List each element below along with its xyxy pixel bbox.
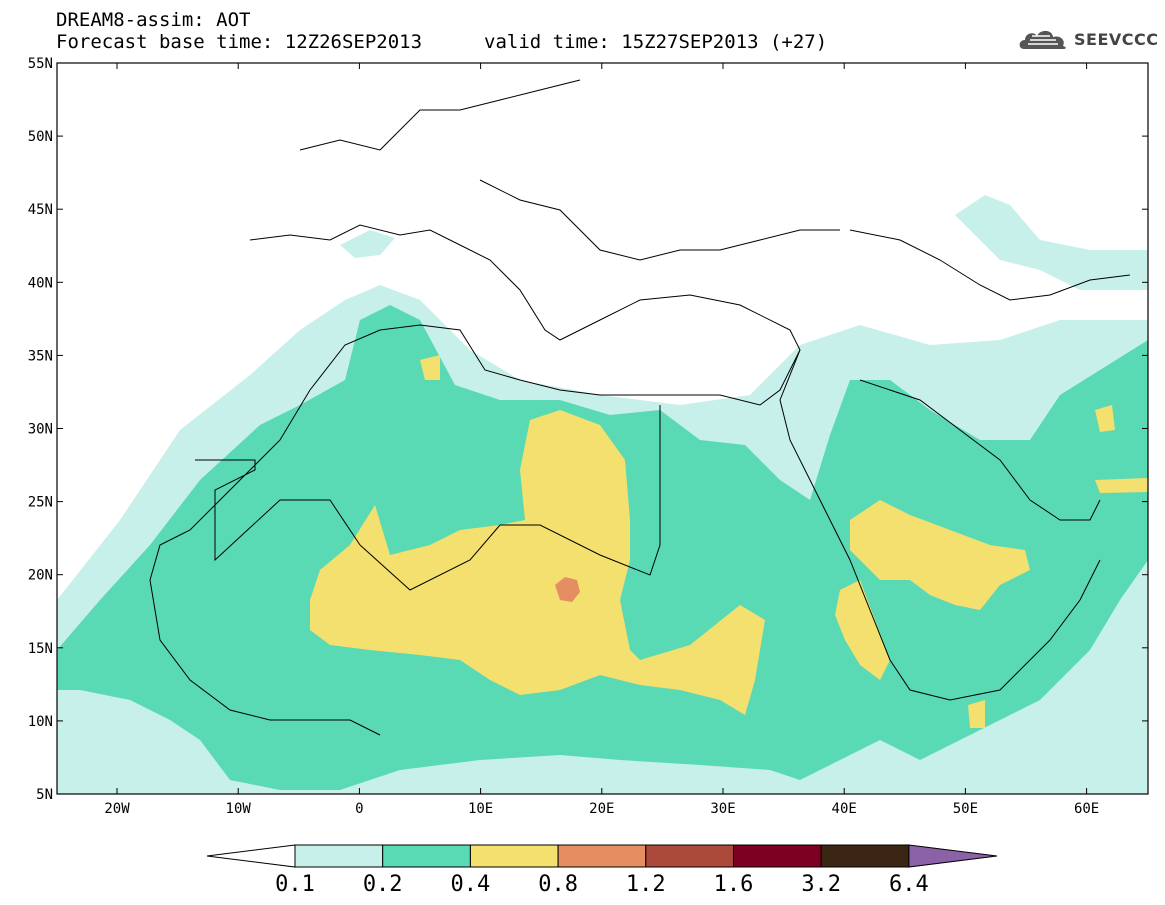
forecast-base-time: Forecast base time: 12Z26SEP2013	[56, 31, 423, 53]
lat-label: 20N	[28, 568, 53, 584]
map-title: DREAM8-assim: AOT	[56, 9, 251, 31]
lon-label: 10W	[226, 801, 252, 817]
colorbar-label: 6.4	[889, 872, 929, 897]
lon-label: 20W	[104, 801, 130, 817]
aot-field	[57, 79, 1148, 794]
latitude-axis: 55N 50N 45N 40N 35N 30N 25N 20N 15N 10N 5N	[28, 56, 1148, 803]
lat-label: 40N	[28, 275, 53, 291]
lat-label: 35N	[28, 348, 53, 364]
colorbar-swatch	[557, 844, 647, 868]
lat-label: 10N	[28, 714, 53, 730]
lon-label: 0	[355, 801, 363, 817]
longitude-axis: 20W 10W 0 10E 20E 30E 40E 50E 60E	[104, 63, 1099, 817]
lat-label: 50N	[28, 129, 53, 145]
colorbar-label: 0.2	[362, 872, 403, 897]
lon-label: 50E	[953, 801, 978, 817]
colorbar-swatch	[469, 844, 559, 868]
logo-text: SEEVCCC	[1074, 29, 1159, 49]
colorbar-label: 1.6	[713, 872, 754, 897]
lat-label: 55N	[28, 56, 53, 72]
colorbar-swatch	[645, 844, 734, 868]
colorbar-label: 0.1	[275, 872, 315, 897]
colorbar-label: 3.2	[801, 872, 842, 897]
lat-label: 15N	[28, 641, 53, 657]
lon-label: 20E	[589, 801, 614, 817]
aot-level-0.4-sahara	[310, 410, 765, 715]
aot-level-0.4-arabia	[850, 500, 1030, 610]
coastlines	[149, 79, 1131, 736]
lat-label: 45N	[28, 202, 53, 218]
lon-label: 40E	[832, 801, 857, 817]
colorbar-swatch	[820, 844, 910, 868]
colorbar-label: 0.4	[450, 872, 491, 897]
lon-label: 30E	[710, 801, 735, 817]
seevccc-logo: SEEVCCC	[1018, 25, 1159, 53]
aot-level-0.8	[555, 577, 580, 602]
lat-label: 25N	[28, 495, 53, 511]
lat-label: 5N	[36, 787, 53, 803]
colorbar-label: 0.8	[538, 872, 578, 897]
colorbar-low-triangle	[206, 844, 296, 868]
cloud-icon	[1019, 30, 1066, 49]
colorbar-swatch	[294, 844, 384, 868]
colorbar-swatch	[382, 844, 471, 868]
lat-label: 30N	[28, 422, 53, 438]
lon-label: 10E	[468, 801, 493, 817]
colorbar-label: 1.2	[625, 872, 666, 897]
lon-label: 60E	[1074, 801, 1099, 817]
aot-level-0.4-redsea	[835, 580, 890, 680]
colorbar	[206, 844, 998, 868]
valid-time: valid time: 15Z27SEP2013 (+27)	[484, 31, 828, 53]
colorbar-high-triangle	[908, 844, 998, 868]
colorbar-swatch	[733, 844, 822, 868]
aot-level-0.1-b	[340, 195, 1148, 290]
